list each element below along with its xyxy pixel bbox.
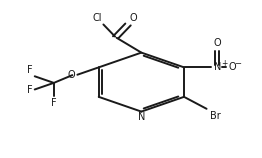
Text: O: O	[213, 38, 221, 48]
Text: −: −	[234, 59, 241, 68]
Text: O: O	[67, 70, 75, 80]
Text: N: N	[138, 112, 145, 122]
Text: O: O	[229, 62, 237, 72]
Text: N: N	[214, 62, 221, 72]
Text: F: F	[51, 98, 57, 108]
Text: F: F	[27, 65, 33, 75]
Text: O: O	[130, 13, 138, 23]
Text: +: +	[221, 59, 227, 68]
Text: Br: Br	[210, 111, 221, 121]
Text: F: F	[27, 85, 33, 95]
Text: Cl: Cl	[92, 13, 102, 23]
